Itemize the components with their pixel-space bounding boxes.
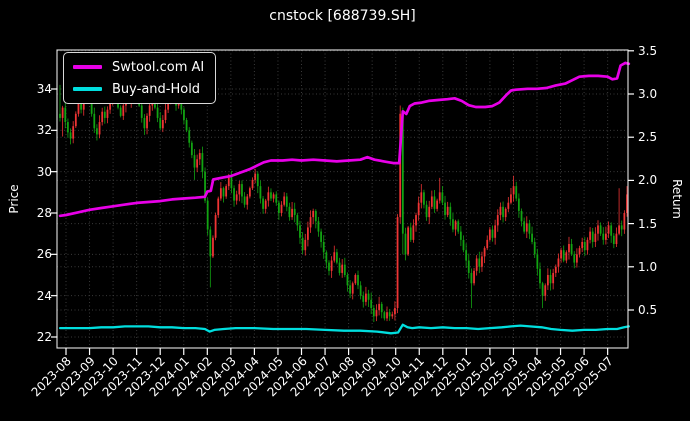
candles <box>59 75 628 323</box>
legend-line-swatch <box>73 65 102 69</box>
price-tick-label: 22 <box>36 330 52 344</box>
price-tick-label: 34 <box>36 82 52 96</box>
price-tick-label: 32 <box>36 123 52 138</box>
return-tick-label: 2.0 <box>638 173 658 188</box>
return-tick-label: 1.0 <box>638 259 658 274</box>
legend-item: Buy-and-Hold <box>73 80 204 98</box>
chart-title: cnstock [688739.SH] <box>269 8 416 24</box>
legend-item: Swtool.com AI <box>73 58 204 76</box>
return-tick-label: 3.5 <box>638 43 658 58</box>
price-tick-label: 30 <box>36 164 52 179</box>
price-tick-label: 24 <box>36 288 52 303</box>
price-tick-label: 28 <box>36 206 52 220</box>
legend-label: Swtool.com AI <box>112 59 205 75</box>
legend: Swtool.com AI Buy-and-Hold <box>63 52 217 104</box>
legend-line-swatch <box>73 87 102 91</box>
plot-border <box>56 49 629 349</box>
tick-marks <box>51 50 634 355</box>
grid <box>57 50 628 348</box>
price-tick-label: 26 <box>36 247 52 262</box>
series-buy-and-hold <box>58 323 630 335</box>
return-tick-label: 1.5 <box>638 216 658 231</box>
series-swtool-com-ai <box>58 61 631 218</box>
return-tick-label: 2.5 <box>638 130 658 145</box>
return-tick-label: 0.5 <box>638 303 658 317</box>
legend-label: Buy-and-Hold <box>112 81 201 97</box>
return-tick-label: 3.0 <box>638 87 658 101</box>
